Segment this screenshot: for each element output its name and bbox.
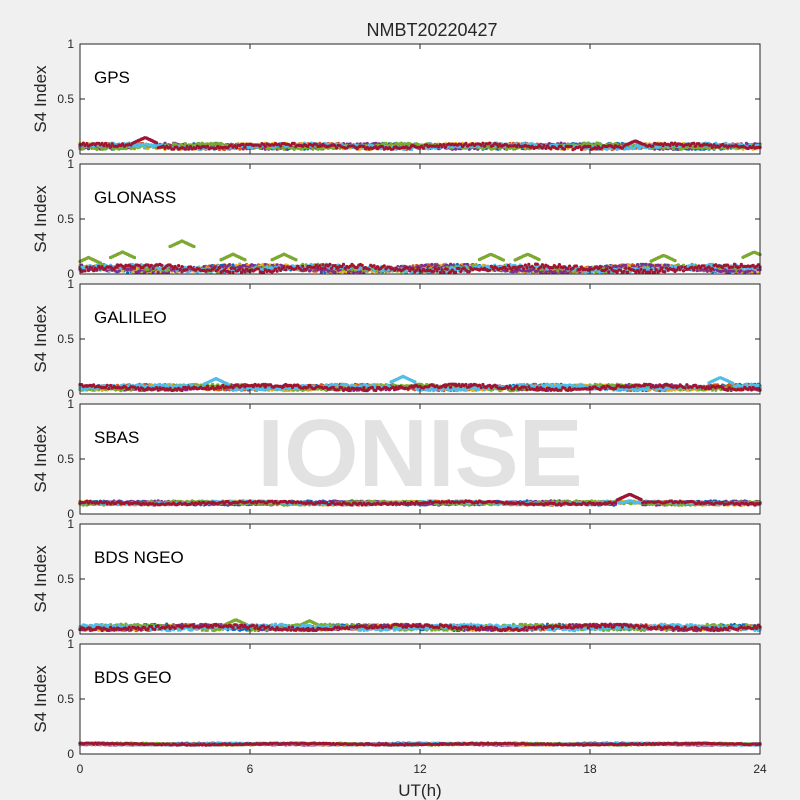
data-point <box>243 258 247 262</box>
data-points <box>78 136 762 152</box>
data-point <box>292 141 296 146</box>
data-point <box>294 258 298 262</box>
y-axis-label: S4 Index <box>31 65 50 133</box>
data-point <box>158 267 162 271</box>
data-point <box>192 244 196 249</box>
data-point <box>228 263 232 267</box>
data-point <box>183 142 187 146</box>
data-point <box>692 141 696 145</box>
data-point <box>605 147 609 151</box>
data-point <box>358 270 363 274</box>
data-point <box>676 263 681 267</box>
data-point <box>578 145 582 149</box>
data-point <box>537 257 541 262</box>
data-point <box>542 143 546 148</box>
data-point <box>423 263 427 267</box>
data-point <box>488 141 492 145</box>
data-point <box>335 146 339 150</box>
data-point <box>632 146 636 150</box>
data-point <box>673 259 677 263</box>
data-point <box>464 141 468 145</box>
data-point <box>311 147 315 151</box>
data-point <box>562 147 567 151</box>
data-point <box>421 146 425 150</box>
data-point <box>95 147 99 152</box>
data-point <box>501 258 505 262</box>
plot-area <box>80 44 760 154</box>
data-point <box>132 255 136 260</box>
y-tick-label: 0.5 <box>57 92 74 106</box>
data-point <box>143 145 147 149</box>
data-point <box>641 262 645 266</box>
chart-title: NMBT20220427 <box>366 20 497 40</box>
y-tick-label: 1 <box>67 37 74 51</box>
data-point <box>154 141 159 145</box>
data-point <box>481 141 485 145</box>
data-point <box>209 264 213 268</box>
data-point <box>109 145 113 149</box>
data-point <box>636 143 640 148</box>
data-point <box>430 262 434 267</box>
data-point <box>117 269 121 273</box>
data-point <box>636 263 640 267</box>
data-point <box>651 144 655 148</box>
data-point <box>569 144 573 148</box>
data-point <box>333 270 337 274</box>
data-point <box>219 141 223 145</box>
data-point <box>132 147 136 151</box>
data-point <box>588 145 592 149</box>
data-point <box>556 269 560 273</box>
data-point <box>644 262 648 266</box>
data-point <box>292 147 296 151</box>
panel-label: GPS <box>94 68 130 87</box>
